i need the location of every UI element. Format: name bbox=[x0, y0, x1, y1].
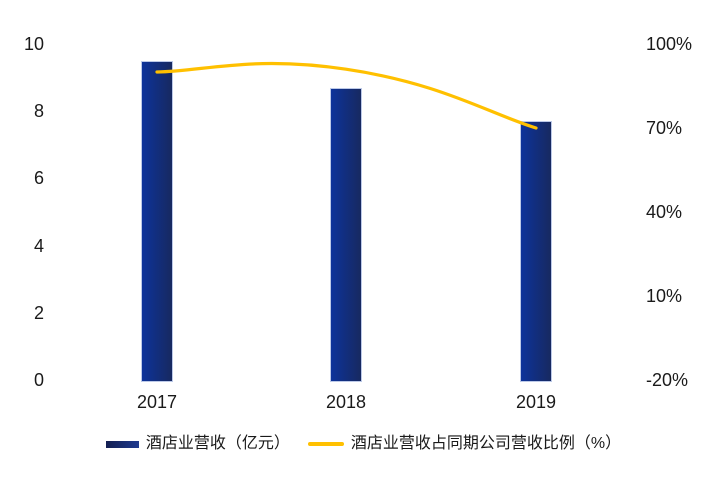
legend-item-line: 酒店业营收占同期公司营收比例（%） bbox=[307, 433, 622, 455]
right-axis-tick: 40% bbox=[646, 202, 683, 222]
bar-series-swatch-icon bbox=[105, 440, 139, 448]
legend: 酒店业营收（亿元） 酒店业营收占同期公司营收比例（%） bbox=[0, 433, 727, 455]
line-series-label: 酒店业营收占同期公司营收比例（%） bbox=[350, 435, 622, 452]
bar-2019 bbox=[520, 121, 552, 382]
right-axis-tick: 10% bbox=[646, 286, 683, 306]
right-axis-tick: -20% bbox=[646, 370, 689, 390]
bar-2018 bbox=[330, 87, 362, 382]
right-axis-tick: 100% bbox=[646, 34, 693, 54]
left-axis-tick: 6 bbox=[33, 168, 44, 189]
left-axis-tick: 4 bbox=[33, 235, 44, 256]
left-axis-tick: 8 bbox=[33, 101, 44, 122]
right-axis-tick: 70% bbox=[646, 118, 683, 138]
bar-2017 bbox=[141, 60, 173, 382]
line-series-swatch-icon bbox=[307, 442, 344, 446]
x-axis-label-2017: 2017 bbox=[136, 392, 178, 412]
x-axis-label-2018: 2018 bbox=[325, 392, 367, 412]
left-axis-tick: 2 bbox=[33, 302, 44, 323]
bar-series-label: 酒店业营收（亿元） bbox=[145, 435, 290, 452]
legend-item-bar: 酒店业营收（亿元） bbox=[105, 433, 290, 455]
left-axis-tick: 0 bbox=[33, 370, 44, 390]
left-axis-tick: 10 bbox=[23, 34, 44, 54]
x-axis-label-2019: 2019 bbox=[515, 392, 557, 412]
